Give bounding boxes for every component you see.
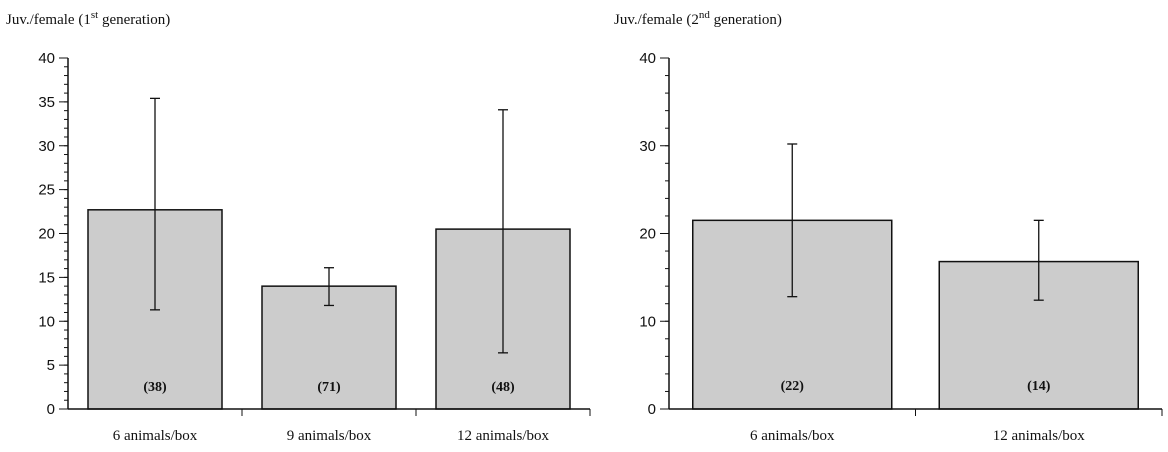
y-tick-label: 10 [38,313,55,330]
y-tick-label: 30 [38,138,55,155]
sample-size-label: (14) [1027,379,1051,394]
bar [938,260,1139,410]
y-axis-label: Juv./female (2nd generation) [614,9,782,28]
y-tick-label: 15 [38,269,55,286]
chart-1st-generation: Juv./female (1st generation) (38) 6 animal… [6,9,591,444]
sample-size-label: (71) [317,380,341,395]
y-tick-label: 30 [639,138,656,155]
y-tick-label: 40 [38,50,55,67]
y-tick-label: 0 [47,401,55,418]
y-axis-label: Juv./female (1st generation) [6,9,170,28]
y-tick-label: 35 [38,94,55,111]
x-tick-label: 6 animals/box [113,428,198,444]
x-tick-label: 6 animals/box [750,428,835,444]
x-tick-label: 9 animals/box [287,428,372,444]
y-tick-label: 40 [639,50,656,67]
y-tick-label: 0 [648,401,656,418]
sample-size-label: (48) [491,380,515,395]
chart-2nd-generation: Juv./female (2nd generation) (22) 6 animal… [614,9,1163,444]
x-tick-label: 12 animals/box [993,428,1086,444]
y-tick-label: 25 [38,182,55,199]
y-tick-label: 20 [38,226,55,243]
sample-size-label: (38) [143,380,167,395]
y-tick-label: 20 [639,226,656,243]
x-tick-label: 12 animals/box [457,428,550,444]
y-tick-label: 10 [639,313,656,330]
sample-size-label: (22) [781,379,805,394]
y-tick-label: 5 [47,357,55,374]
